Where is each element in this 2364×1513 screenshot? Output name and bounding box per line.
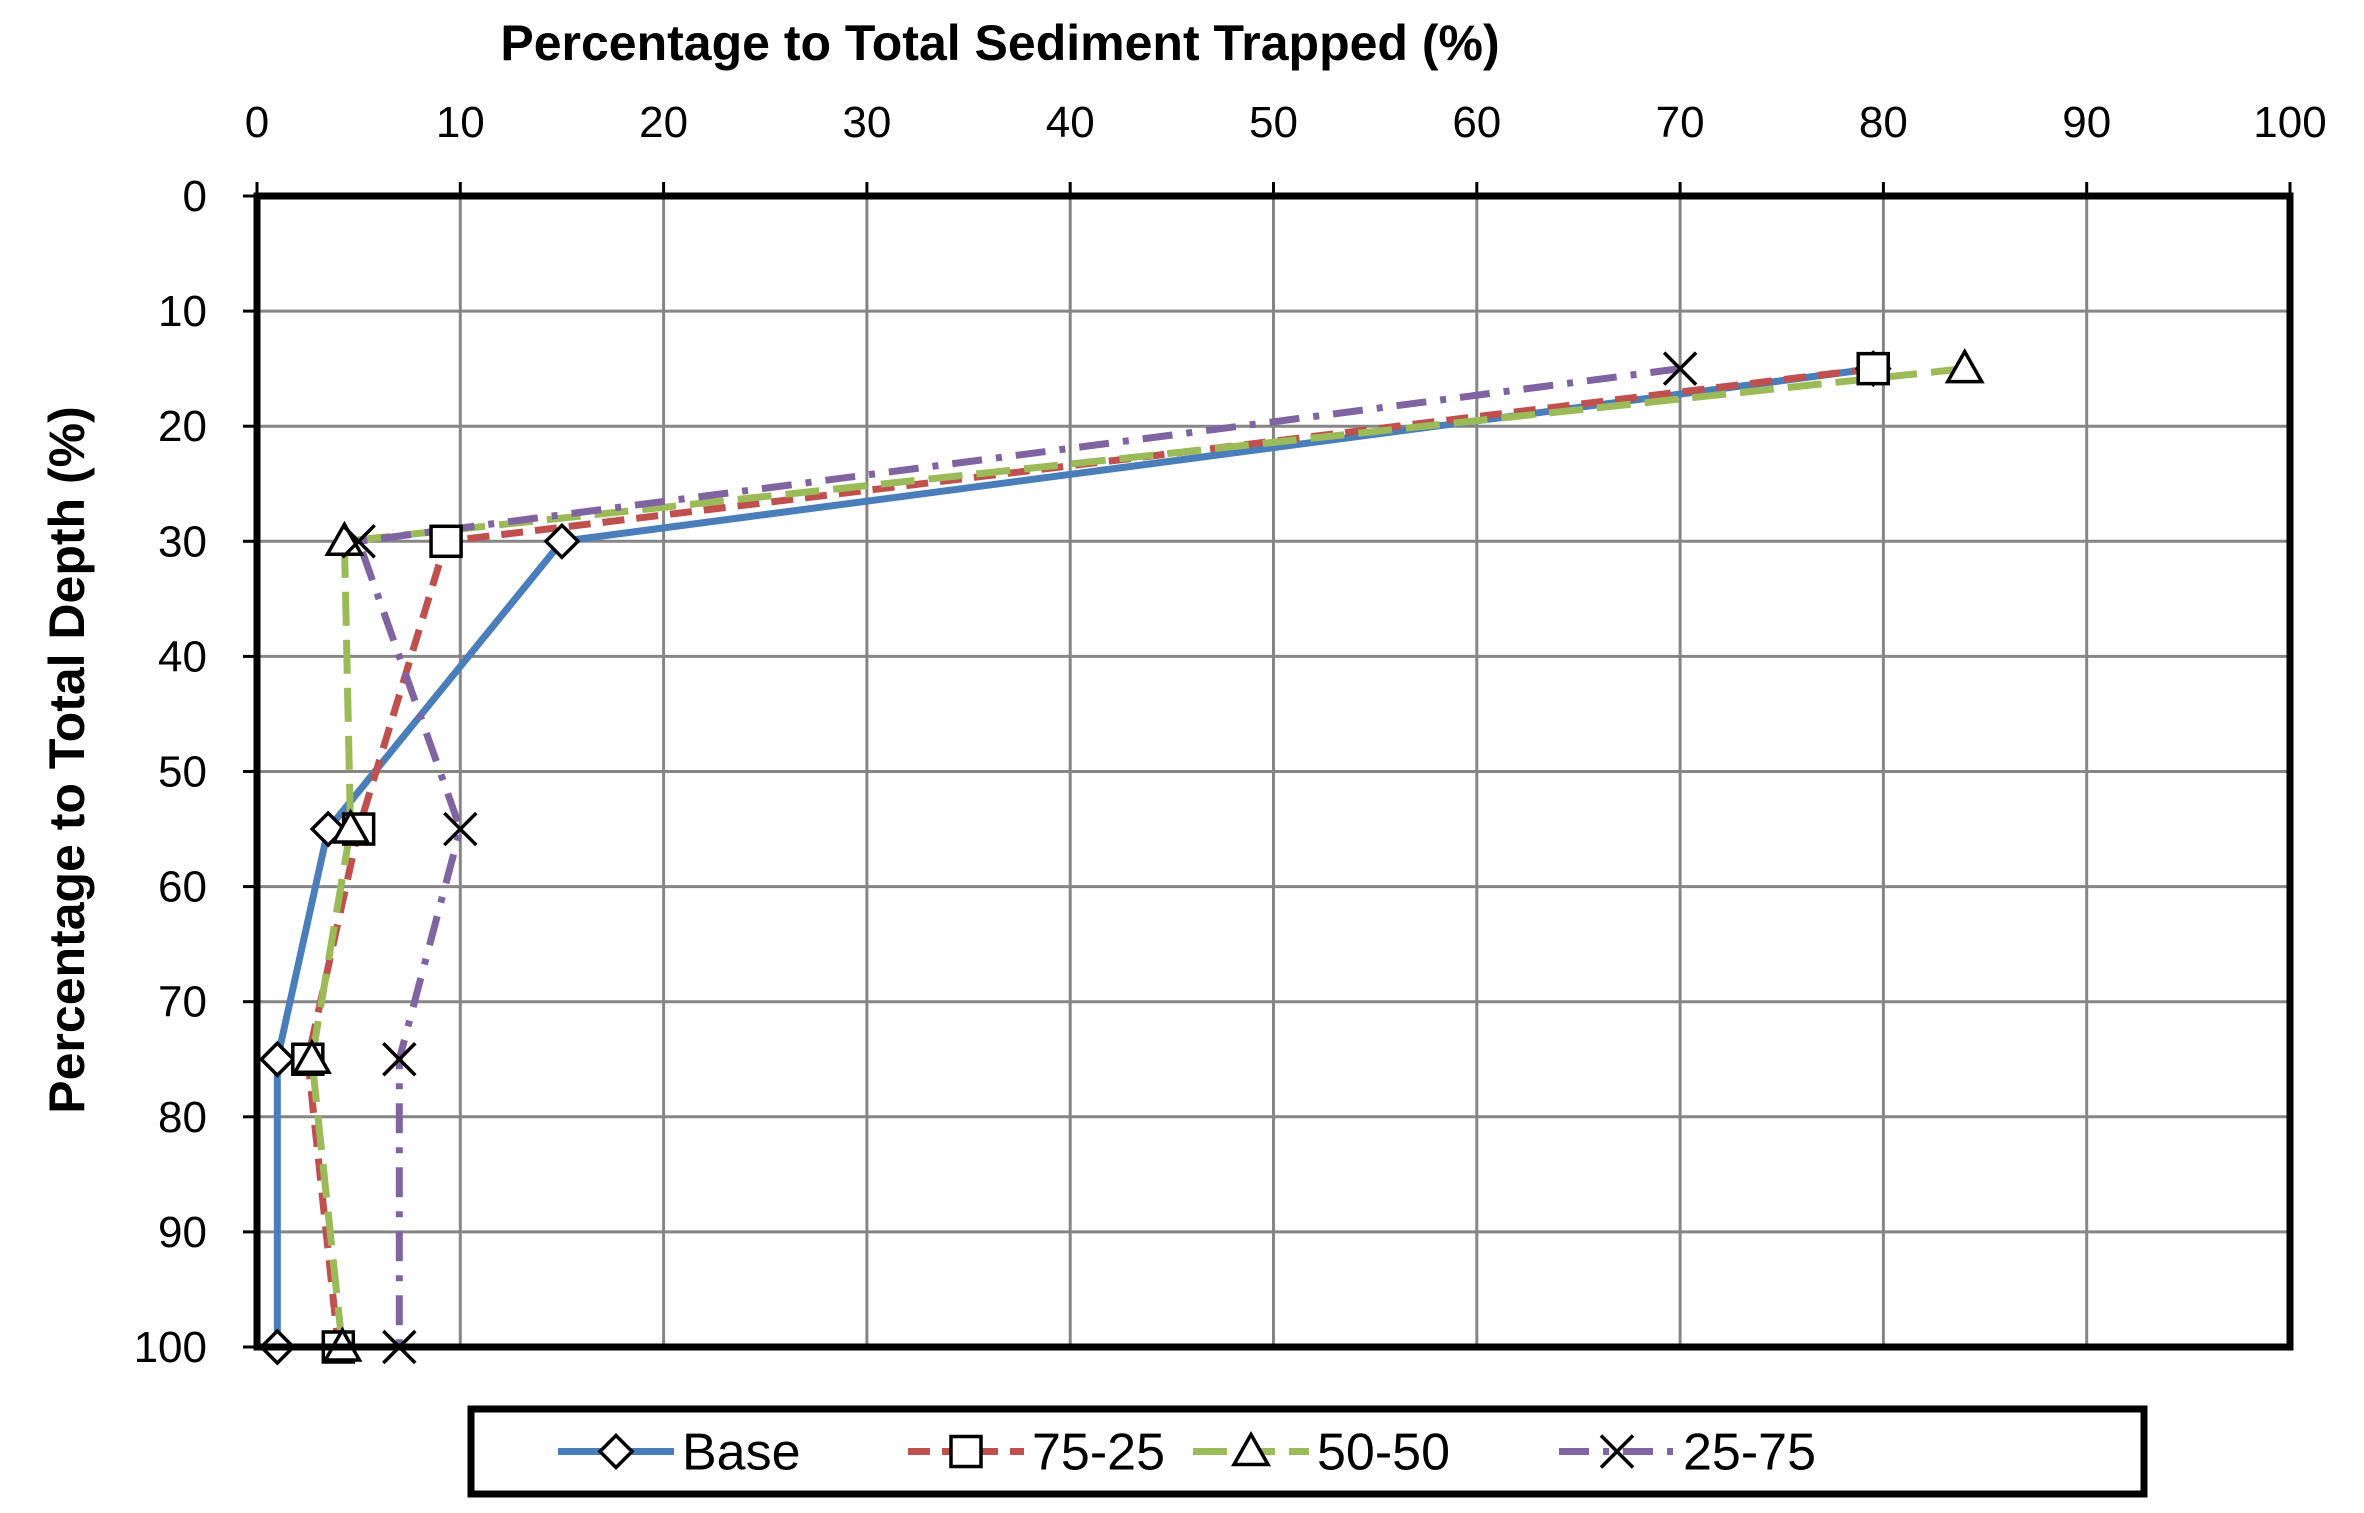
series-line-50-50 <box>308 365 1966 1348</box>
data-point-Base <box>258 1040 296 1078</box>
legend-entry-75-25: 75-25 <box>908 1424 1165 1482</box>
y-tick-label: 70 <box>158 978 207 1027</box>
y-tick-label: 90 <box>158 1208 207 1257</box>
x-tick-label: 90 <box>2062 98 2111 147</box>
data-point-50-50 <box>330 808 371 844</box>
series-line-Base <box>273 365 1874 1347</box>
data-point-50-50 <box>1944 348 1985 384</box>
legend-entries: Base 75-25 50-50 25-75 <box>558 1424 1816 1482</box>
data-point-75-25 <box>429 524 463 559</box>
data-point-Base <box>543 522 581 560</box>
series-markers <box>258 348 1985 1366</box>
legend-marker <box>1230 1430 1272 1467</box>
x-tick-label: 10 <box>436 98 485 147</box>
x-tick-label: 30 <box>842 98 891 147</box>
x-tick-label: 40 <box>1046 98 1095 147</box>
y-tick-label: 0 <box>183 172 207 221</box>
legend-entry-50-50: 50-50 <box>1193 1424 1450 1482</box>
y-axis-ticks: 0 10 20 30 40 50 60 70 80 90 100 <box>134 172 257 1372</box>
series-line-75-25 <box>304 365 1874 1348</box>
legend-marker <box>949 1434 983 1469</box>
x-tick-label: 70 <box>1656 98 1705 147</box>
legend-entry-25-75: 25-75 <box>1559 1424 1816 1482</box>
legend-label: Base <box>682 1424 801 1482</box>
x-axis-title: Percentage to Total Sediment Trapped (%) <box>500 15 1499 71</box>
y-tick-label: 20 <box>158 402 207 451</box>
data-point-25-75 <box>382 1042 417 1077</box>
gridlines <box>255 194 2292 1349</box>
y-tick-label: 10 <box>158 287 207 336</box>
legend-entry-Base: Base <box>558 1424 801 1482</box>
y-tick-label: 30 <box>158 517 207 566</box>
x-tick-label: 0 <box>245 98 269 147</box>
y-axis-title: Percentage to Total Depth (%) <box>39 406 95 1113</box>
data-point-25-75 <box>443 811 478 847</box>
legend-label: 75-25 <box>1032 1424 1165 1482</box>
data-point-50-50 <box>291 1038 332 1074</box>
y-tick-label: 100 <box>134 1323 207 1372</box>
x-tick-label: 50 <box>1249 98 1298 147</box>
series-line-25-75 <box>355 365 1681 1347</box>
x-tick-label: 20 <box>639 98 688 147</box>
x-axis-ticks: 0 10 20 30 40 50 60 70 80 90 100 <box>245 98 2327 196</box>
y-tick-label: 80 <box>158 1093 207 1142</box>
legend-marker <box>597 1433 635 1470</box>
y-tick-label: 60 <box>158 863 207 912</box>
y-tick-label: 50 <box>158 748 207 797</box>
legend-label: 50-50 <box>1317 1424 1450 1482</box>
legend-label: 25-75 <box>1683 1424 1816 1482</box>
x-tick-label: 60 <box>1452 98 1501 147</box>
series-lines <box>273 365 1966 1348</box>
data-point-25-75 <box>1662 351 1698 386</box>
data-point-25-75 <box>341 524 376 559</box>
data-point-75-25 <box>1856 351 1890 386</box>
x-tick-label: 80 <box>1859 98 1908 147</box>
legend-marker <box>1599 1434 1635 1469</box>
y-tick-label: 40 <box>158 632 207 681</box>
x-tick-label: 100 <box>2253 98 2326 147</box>
